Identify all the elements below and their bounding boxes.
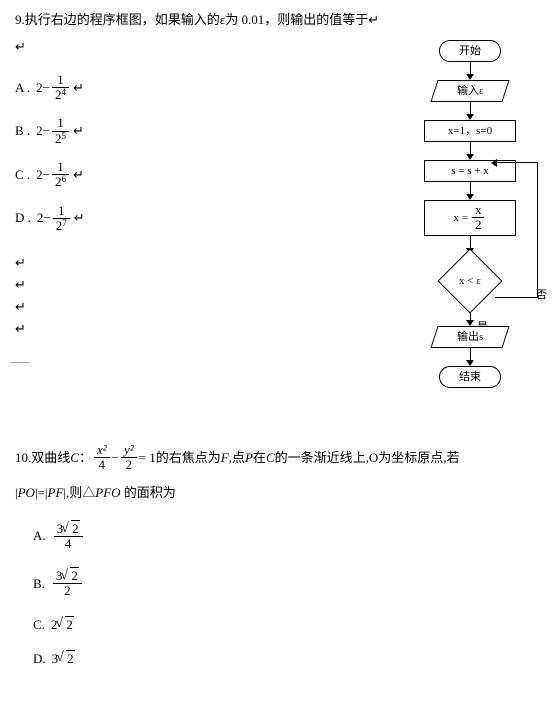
question-9: 9.执行右边的程序框图，如果输入的ε为 0.01，则输出的值等于↵ ↵ A .2… [15,10,539,363]
q10-line1: 10. 双曲线 C ： x² 4 − y² 2 = 1 的右焦点为 F ,点 P… [15,443,539,473]
q10-post4: 的一条渐近线上,O为坐标原点,若 [275,448,460,469]
q9-opt-tail: ↵ [74,210,85,226]
fc-cond: x < ε [437,248,502,313]
q9-opt-label: B . [15,123,30,139]
page-mark [10,362,30,363]
q10-F: F [221,448,229,469]
q10-options: A.324B.322C.22D.32 [33,522,539,667]
q9-body: 执行右边的程序框图，如果输入的ε为 0.01，则输出的值等于 [25,12,368,27]
q9-options: A .2−124↵B .2−125↵C .2−126↵D .2−127↵ [15,59,85,247]
q10-post3: 在 [253,448,266,469]
q9-opt-label: D . [15,210,31,226]
q10-opt-expr: 22 [51,617,74,633]
q10-opt-expr: 32 [52,651,75,667]
q9-opt-den: 26 [52,175,69,189]
q10-f2d: 2 [121,458,137,472]
fc-halve-left: x = [454,208,468,228]
q10-pre: 双曲线 [31,448,70,469]
fc-output: 输出s [430,326,509,348]
q10-f1d: 4 [94,458,110,472]
q9-opt-den: 27 [53,219,70,233]
q10-colon: ： [79,448,92,469]
q10-mid: |=| [35,485,48,500]
fc-output-text: 输出s [457,327,483,347]
q9-opt-tail: ↵ [73,80,84,96]
q10-C2: C [266,448,275,469]
q10-minus: − [112,448,119,469]
q10-opt-den: 2 [53,584,82,598]
q9-opt-prefix: 2− [36,167,50,183]
fc-loopback [495,162,538,298]
fc-end: 结束 [439,366,501,388]
q9-opt-num: 1 [52,116,69,131]
q9-opt-num: 1 [53,204,70,219]
flowchart: 开始 输入ε x=1，s=0 s = s + x x = x 2 x < ε 否… [395,40,545,388]
fc-start: 开始 [439,40,501,62]
fc-input-text: 输入ε [457,81,484,101]
q9-opt-num: 1 [52,160,69,175]
fc-loop-arrow [491,159,497,167]
q10-post2: ,点 [229,448,245,469]
q10-number: 10. [15,448,31,469]
q10-eq: = 1 [139,448,156,469]
q10-option-3: D. 32 [33,651,539,667]
fc-halve-num: x [472,203,485,218]
q10-opt-label: A. [33,528,46,544]
q10-f1n: x² [94,443,110,458]
q10-opt-num: 32 [53,569,82,584]
q10-C: C [70,448,79,469]
q9-opt-den: 25 [52,132,69,146]
fc-init: x=1，s=0 [424,120,516,142]
flowchart-inner: 开始 输入ε x=1，s=0 s = s + x x = x 2 x < ε 否… [395,40,545,388]
fc-halve-den: 2 [472,218,485,232]
q9-number: 9. [15,12,25,27]
q10-f2n: y² [121,443,137,458]
fc-cond-text: x < ε [459,275,481,287]
q10-PO: PO [18,485,35,500]
q9-opt-tail: ↵ [73,123,84,139]
q10-l2c: 的面积为 [121,485,176,500]
q10-P: P [245,448,253,469]
q10-opt-label: C. [33,617,45,633]
q9-opt-prefix: 2− [36,80,50,96]
q9-opt-label: C . [15,167,30,183]
q10-opt-label: B. [33,576,45,592]
q10-opt-den: 4 [54,537,83,551]
q10-opt-label: D. [33,651,46,667]
q10-option-2: C. 22 [33,617,539,633]
q9-option-1: B . 2−125 ↵ [15,116,85,146]
q9-opt-prefix: 2− [36,123,50,139]
q10-option-1: B. 322 [33,569,539,599]
q9-opt-tail: ↵ [73,167,84,183]
q10-opt-num: 32 [54,522,83,537]
q10-post1: 的右焦点为 [156,448,221,469]
question-10: 10. 双曲线 C ： x² 4 − y² 2 = 1 的右焦点为 F ,点 P… [15,443,539,667]
q10-tri: PFO [95,485,120,500]
q9-opt-num: 1 [52,73,69,88]
q9-option-2: C . 2−126 ↵ [15,160,85,190]
q9-opt-prefix: 2− [37,210,51,226]
q10-PF: PF [48,485,64,500]
q9-opt-label: A . [15,80,30,96]
q10-line2: |PO|=|PF|,则△PFO 的面积为 [15,483,539,504]
q9-opt-den: 24 [52,88,69,102]
q9-text: 9.执行右边的程序框图，如果输入的ε为 0.01，则输出的值等于↵ [15,10,539,31]
q9-tail: ↵ [368,12,379,27]
q9-option-3: D . 2−127 ↵ [15,204,85,234]
fc-input: 输入ε [430,80,509,102]
q10-l2b: |,则△ [63,485,95,500]
q9-option-0: A . 2−124 ↵ [15,73,85,103]
q10-option-0: A. 324 [33,522,539,552]
